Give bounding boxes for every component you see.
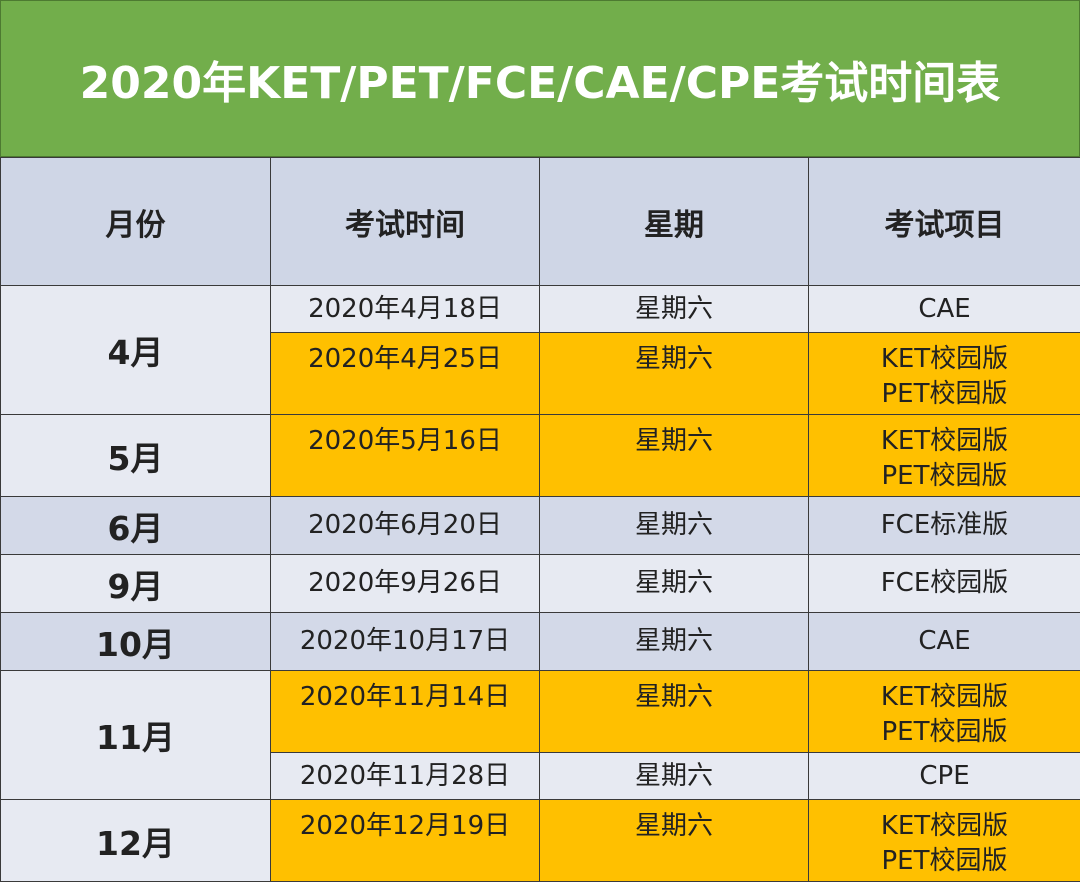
project-text: CPE [919,760,970,791]
exam-schedule-table: 月份 考试时间 星期 考试项目 4月 2020年4月18日 星期六 CAE 20… [0,157,1080,882]
date-text: 2020年11月14日 [299,682,511,712]
weekday-text: 星期六 [634,626,713,656]
table-row: 4月 2020年4月18日 星期六 CAE [0,285,1080,415]
month-cell: 6月 [0,496,271,555]
weekday-cell: 星期六 [539,670,809,753]
weekday-cell: 星期六 [539,496,809,555]
date-text: 2020年11月28日 [299,760,511,791]
table-title: 2020年KET/PET/FCE/CAE/CPE考试时间表 [0,0,1080,157]
date-cell: 2020年6月20日 [270,496,540,555]
weekday-text: 星期六 [634,811,713,841]
weekday-text: 星期六 [634,293,713,324]
header-project: 考试项目 [808,157,1080,286]
weekday-text: 星期六 [634,510,713,540]
date-cell: 2020年5月16日 [270,414,540,497]
month-cell: 5月 [0,414,271,497]
project-text: CAE [918,293,971,324]
weekday-cell: 星期六 [539,414,809,497]
date-text: 2020年4月25日 [308,344,502,374]
project-cell: KET校园版 PET校园版 [808,414,1080,497]
project-text: PET校园版 [881,717,1008,747]
date-text: 2020年9月26日 [308,568,502,598]
weekday-cell: 星期六 [539,799,809,882]
header-date: 考试时间 [270,157,540,286]
project-cell: KET校园版 PET校园版 [808,670,1080,753]
project-cell: FCE校园版 [808,554,1080,613]
header-month: 月份 [0,157,271,286]
project-text: FCE标准版 [880,510,1009,540]
month-cell: 11月 [0,670,271,800]
header-row: 月份 考试时间 星期 考试项目 [0,157,1080,286]
date-cell: 2020年4月18日 [270,285,540,333]
weekday-text: 星期六 [634,760,713,791]
date-cell: 2020年4月25日 [270,332,540,415]
weekday-cell: 星期六 [539,752,809,800]
date-text: 2020年5月16日 [308,426,502,456]
date-cell: 2020年11月28日 [270,752,540,800]
project-text: PET校园版 [881,846,1008,876]
date-text: 2020年4月18日 [308,293,502,324]
month-cell: 4月 [0,285,271,415]
month-cell: 9月 [0,554,271,613]
date-cell: 2020年12月19日 [270,799,540,882]
weekday-text: 星期六 [634,344,713,374]
date-cell: 2020年10月17日 [270,612,540,671]
project-text: KET校园版 [880,811,1009,841]
table-row: 11月 2020年11月14日 星期六 KET校园版 PET校园版 [0,670,1080,800]
weekday-cell: 星期六 [539,612,809,671]
table-row: 10月 2020年10月17日 星期六 CAE [0,612,1080,671]
project-text: PET校园版 [881,379,1008,409]
project-text: KET校园版 [880,682,1009,712]
date-text: 2020年6月20日 [308,510,502,540]
weekday-text: 星期六 [634,426,713,456]
project-text: KET校园版 [880,426,1009,456]
date-cell: 2020年11月14日 [270,670,540,753]
date-text: 2020年10月17日 [299,626,511,656]
project-cell: KET校园版 PET校园版 [808,799,1080,882]
month-cell: 12月 [0,799,271,882]
project-text: CAE [918,626,971,656]
table-row: 5月 2020年5月16日 星期六 KET校园版 PET校园版 [0,414,1080,497]
project-cell: KET校园版 PET校园版 [808,332,1080,415]
date-cell: 2020年9月26日 [270,554,540,613]
month-cell: 10月 [0,612,271,671]
date-text: 2020年12月19日 [299,811,511,841]
project-text: PET校园版 [881,461,1008,491]
weekday-text: 星期六 [634,682,713,712]
weekday-text: 星期六 [634,568,713,598]
header-weekday: 星期 [539,157,809,286]
table-row: 2020年4月25日 星期六 KET校园版 PET校园版 [1,332,1080,415]
weekday-cell: 星期六 [539,285,809,333]
project-cell: CPE [808,752,1080,800]
table-row: 9月 2020年9月26日 星期六 FCE校园版 [0,554,1080,613]
project-cell: CAE [808,285,1080,333]
weekday-cell: 星期六 [539,554,809,613]
table-row: 12月 2020年12月19日 星期六 KET校园版 PET校园版 [0,799,1080,882]
project-text: FCE校园版 [880,568,1009,598]
weekday-cell: 星期六 [539,332,809,415]
project-cell: CAE [808,612,1080,671]
table-row: 6月 2020年6月20日 星期六 FCE标准版 [0,496,1080,555]
project-cell: FCE标准版 [808,496,1080,555]
project-text: KET校园版 [880,344,1009,374]
